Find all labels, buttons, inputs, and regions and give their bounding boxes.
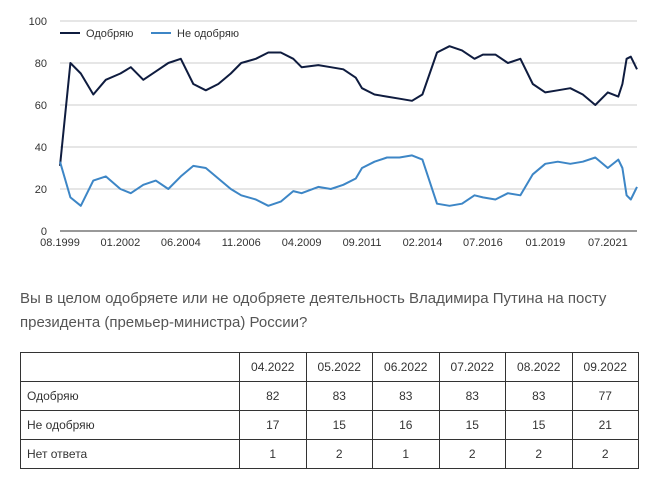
x-tick-label: 02.2014 — [403, 237, 443, 249]
x-tick-label: 04.2009 — [282, 237, 322, 249]
table-corner-cell — [20, 352, 240, 382]
row-label: Не одобряю — [20, 410, 240, 440]
table-cell: 15 — [305, 410, 373, 440]
column-header: 04.2022 — [239, 352, 307, 382]
x-tick-label: 01.2019 — [525, 237, 565, 249]
table-cell: 21 — [571, 410, 639, 440]
results-table: 04.2022 05.2022 06.2022 07.2022 08.2022 … — [20, 352, 639, 469]
table-cell: 1 — [239, 439, 307, 469]
table-cell: 83 — [372, 381, 440, 411]
table-cell: 16 — [372, 410, 440, 440]
table-cell: 1 — [372, 439, 440, 469]
table-cell: 2 — [571, 439, 639, 469]
table-cell: 15 — [505, 410, 573, 440]
survey-question: Вы в целом одобряете или не одобряете де… — [20, 290, 607, 331]
chart-gridlines — [60, 20, 637, 232]
x-tick-label: 11.2006 — [222, 237, 261, 249]
chart-legend: Одобряю Не одобряю — [60, 28, 239, 40]
x-tick-label: 01.2002 — [101, 237, 141, 249]
x-tick-label: 09.2011 — [343, 237, 382, 249]
table-header-row: 04.2022 05.2022 06.2022 07.2022 08.2022 … — [20, 352, 639, 382]
x-tick-label: 06.2004 — [161, 237, 201, 249]
column-header: 09.2022 — [571, 352, 639, 382]
table-cell: 2 — [505, 439, 573, 469]
y-tick-label: 60 — [35, 100, 47, 112]
table-cell: 83 — [438, 381, 506, 411]
table-cell: 2 — [305, 439, 373, 469]
y-axis-ticks: 0 20 40 60 80 100 — [29, 16, 47, 238]
column-header: 08.2022 — [505, 352, 573, 382]
table-cell: 77 — [571, 381, 639, 411]
column-header: 06.2022 — [372, 352, 440, 382]
row-label: Нет ответа — [20, 439, 240, 469]
legend-label-disapprove: Не одобряю — [177, 28, 239, 40]
y-tick-label: 80 — [35, 58, 47, 70]
table-cell: 82 — [239, 381, 307, 411]
table-row: Нет ответа 1 2 1 2 2 2 — [20, 439, 639, 469]
table-row: Не одобряю 17 15 16 15 15 21 — [20, 410, 639, 440]
row-label: Одобряю — [20, 381, 240, 411]
x-tick-label: 07.2021 — [588, 237, 628, 249]
table-cell: 83 — [505, 381, 573, 411]
y-tick-label: 40 — [35, 142, 47, 154]
table-cell: 15 — [438, 410, 506, 440]
table-row: Одобряю 82 83 83 83 83 77 — [20, 381, 639, 411]
y-tick-label: 20 — [35, 184, 47, 196]
x-axis-ticks: 08.1999 01.2002 06.2004 11.2006 04.2009 09.20… — [40, 237, 628, 249]
table-cell: 83 — [305, 381, 373, 411]
series-line-approve — [59, 45, 638, 167]
table-cell: 17 — [239, 410, 307, 440]
x-tick-label: 08.1999 — [40, 237, 80, 249]
approval-chart: 0 20 40 60 80 100 08.1999 01.2002 06.2004 11.200… — [29, 16, 638, 249]
y-tick-label: 100 — [29, 16, 47, 28]
table-cell: 2 — [438, 439, 506, 469]
series-line-disapprove — [59, 154, 638, 207]
x-tick-label: 07.2016 — [463, 237, 503, 249]
legend-label-approve: Одобряю — [86, 28, 133, 40]
chart-series — [59, 45, 638, 207]
column-header: 05.2022 — [305, 352, 373, 382]
y-tick-label: 0 — [41, 226, 47, 238]
column-header: 07.2022 — [438, 352, 506, 382]
